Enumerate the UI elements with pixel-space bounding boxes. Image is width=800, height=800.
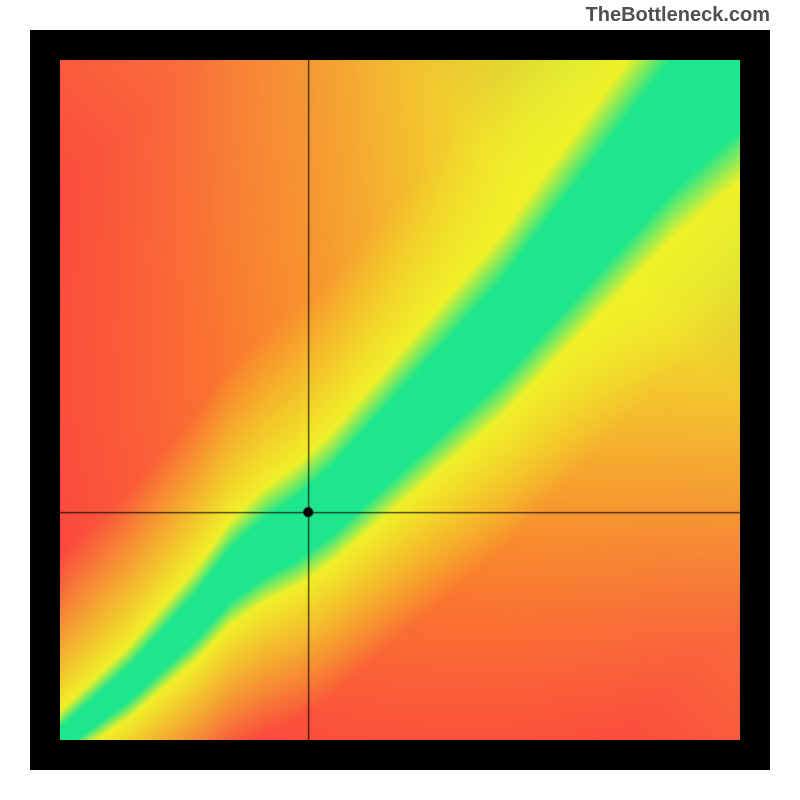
heatmap-canvas [60, 60, 740, 740]
watermark-text: TheBottleneck.com [586, 4, 770, 27]
chart-frame [30, 30, 770, 770]
heatmap-plot [60, 60, 740, 740]
